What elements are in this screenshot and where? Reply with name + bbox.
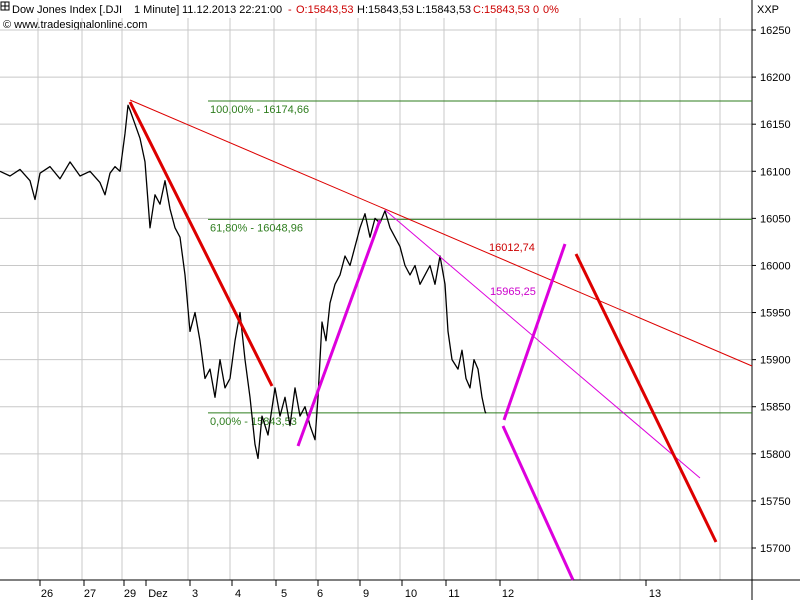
x-tick-label: 4 (235, 588, 241, 600)
fib-level-label: 0,00% - 15843,53 (210, 416, 297, 428)
y-axis: 15700 15750 15800 15850 15900 15950 16000 16050… (751, 0, 791, 600)
red-down-arrow-2[interactable] (574, 253, 718, 543)
magenta-down-arrow[interactable] (501, 425, 575, 581)
magenta-up-arrow-2[interactable] (502, 243, 567, 421)
fib-level-label: 61,80% - 16048,96 (210, 222, 303, 234)
red-resistance-trendline[interactable] (129, 99, 753, 367)
header-low: L:15843,53 (416, 4, 471, 16)
red-level-label: 16012,74 (489, 242, 535, 254)
y-tick-label: 15900 (760, 355, 791, 367)
chart-grid (0, 18, 752, 580)
y-tick-label: 15850 (760, 402, 791, 414)
y-tick-label: 15750 (760, 496, 791, 508)
header-interval: 1 Minute] (134, 4, 179, 16)
x-tick-label: 13 (649, 588, 661, 600)
y-tick-label: 15800 (760, 449, 791, 461)
fib-level-label: 100,00% - 16174,66 (210, 104, 309, 116)
x-tick-label: 3 (192, 588, 198, 600)
x-axis: 26 27 29 Dez 3 4 5 6 9 10 11 12 13 (0, 579, 800, 600)
x-tick-label: 27 (84, 588, 96, 600)
y-tick-label: 16150 (760, 119, 791, 131)
magenta-up-arrow-1[interactable] (296, 219, 382, 447)
chart-header: Dow Jones Index [.DJI 1 Minute] 11.12.20… (0, 1, 779, 31)
header-copyright: © www.tradesignalonline.com (3, 19, 147, 31)
header-change: 0 (533, 4, 539, 16)
header-symbol: Dow Jones Index [.DJI (12, 4, 122, 16)
y-tick-label: 15950 (760, 308, 791, 320)
x-tick-label: 6 (317, 588, 323, 600)
x-tick-label: 11 (448, 588, 459, 600)
y-tick-label: 15700 (760, 543, 791, 555)
header-open: O:15843,53 (296, 4, 354, 16)
price-series (0, 104, 487, 460)
y-tick-label: 16050 (760, 213, 791, 225)
exchange-label: XXP (757, 4, 779, 16)
red-down-arrow-1[interactable] (128, 101, 274, 387)
x-tick-label: 12 (502, 588, 514, 600)
y-tick-label: 16250 (760, 25, 791, 37)
x-tick-label: 29 (124, 588, 136, 600)
magenta-trendline-thin[interactable] (384, 209, 701, 479)
magenta-level-label: 15965,25 (490, 286, 536, 298)
header-change-pct: 0% (543, 4, 559, 16)
y-tick-label: 16200 (760, 72, 791, 84)
y-tick-label: 16100 (760, 166, 791, 178)
x-tick-label: 26 (41, 588, 53, 600)
x-tick-label: 9 (363, 588, 369, 600)
x-tick-label: 10 (405, 588, 417, 600)
header-datetime: 11.12.2013 22:21:00 (182, 4, 282, 16)
header-high: H:15843,53 (357, 4, 414, 16)
y-tick-label: 16000 (760, 260, 791, 272)
header-ohlc-prefix: - (288, 4, 292, 16)
fibonacci-levels: 100,00% - 16174,66 61,80% - 16048,96 0,00%… (208, 100, 752, 428)
x-tick-label: Dez (148, 588, 168, 600)
x-tick-label: 5 (281, 588, 287, 600)
drawings: 16012,74 15965,25 (128, 99, 753, 581)
price-line (0, 104, 487, 460)
header-close: C:15843,53 (473, 4, 530, 16)
